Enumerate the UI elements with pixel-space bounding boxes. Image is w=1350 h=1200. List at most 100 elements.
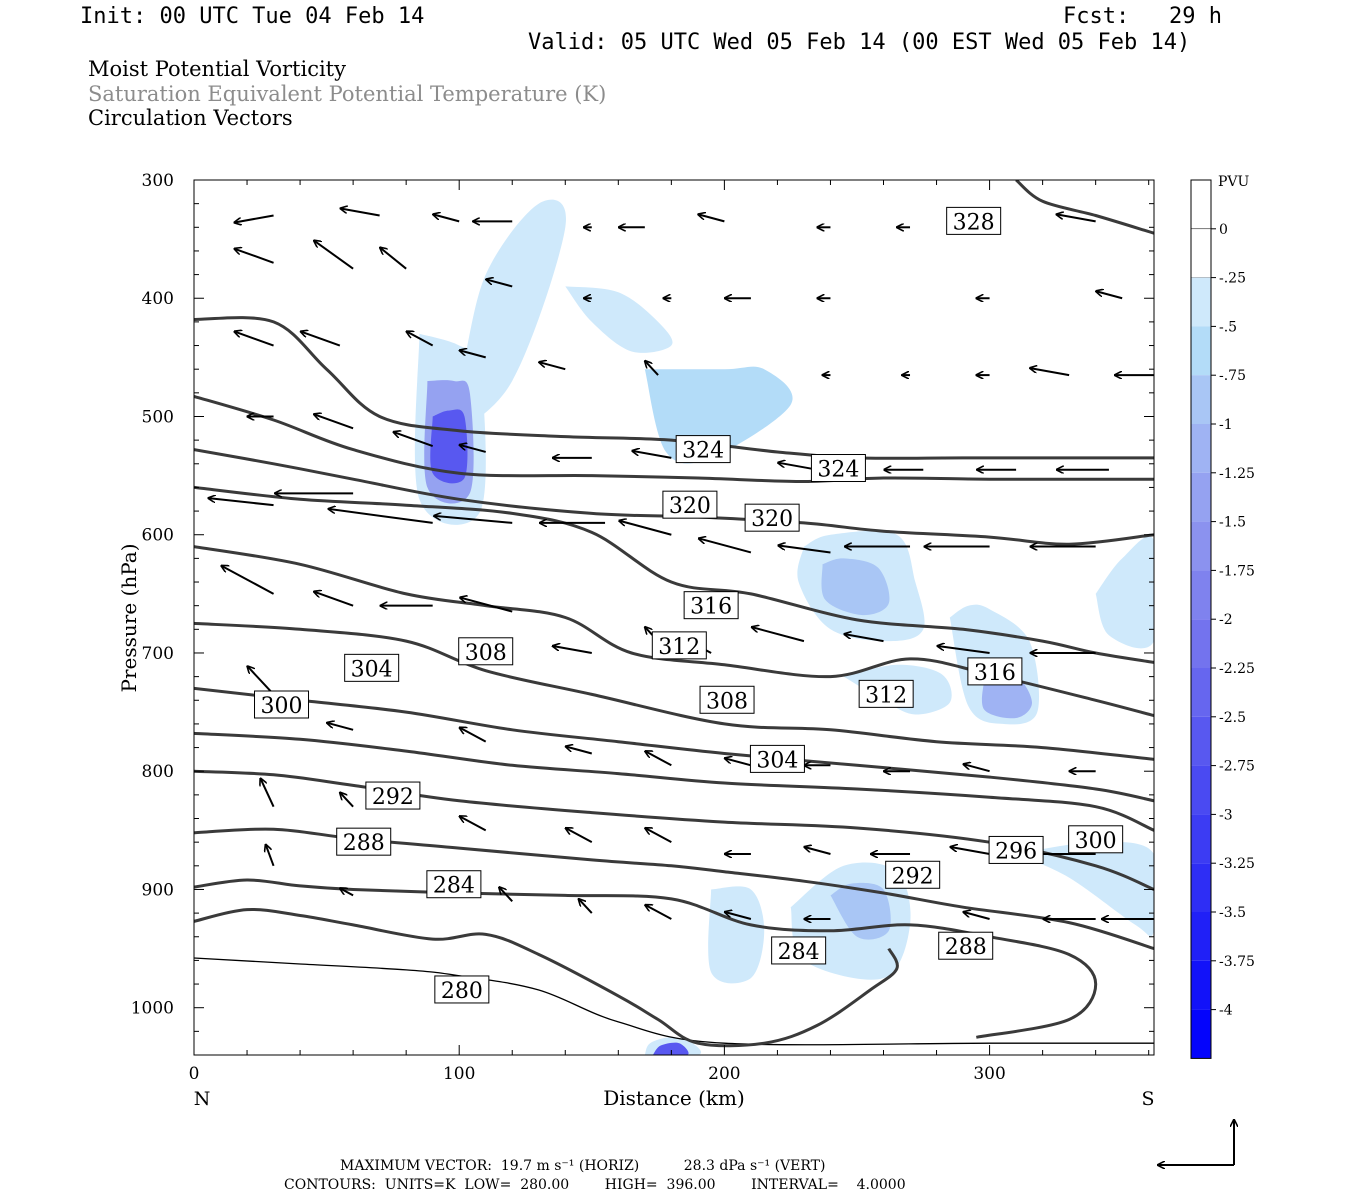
contour-line: [194, 621, 1154, 761]
contour-line: [194, 731, 1154, 832]
circulation-vector: [645, 751, 672, 767]
y-axis-title: Pressure (hPa): [117, 544, 141, 693]
circulation-vector: [486, 279, 513, 288]
colorbar-label: -.5: [1219, 319, 1237, 335]
colorbar-label: -1: [1219, 417, 1233, 433]
circulation-vector: [209, 498, 274, 507]
colorbar-swatch: [1190, 228, 1212, 278]
contour-label-box: [810, 454, 866, 483]
colorbar-label: -1.75: [1219, 563, 1255, 579]
init-time: Init: 00 UTC Tue 04 Feb 14: [80, 4, 425, 29]
y-tick-label: 400: [142, 289, 174, 309]
circulation-vector: [460, 445, 486, 453]
y-tick-label: 800: [142, 762, 174, 782]
contour-label: 320: [751, 507, 793, 532]
y-tick-label: 1000: [131, 999, 174, 1019]
contour-label: 312: [658, 635, 700, 660]
contour-label-box: [749, 744, 805, 773]
circulation-vector: [1057, 214, 1096, 223]
contour-label: 320: [669, 494, 711, 519]
contour-label: 324: [682, 439, 724, 464]
circulation-vector: [460, 816, 487, 832]
contour-label: 280: [441, 979, 483, 1004]
colorbar-swatch: [1191, 716, 1211, 766]
y-tick-label: 500: [142, 407, 174, 427]
circulation-vector: [698, 214, 725, 223]
circulation-vector: [553, 646, 592, 654]
colorbar-swatch: [1191, 912, 1211, 961]
colorbar-swatch: [1191, 424, 1211, 473]
circulation-vector: [433, 214, 460, 223]
x-axis-title: Distance (km): [603, 1086, 745, 1110]
colorbar-label: -2: [1219, 612, 1233, 628]
circulation-vector: [632, 451, 672, 459]
pv-region: [981, 675, 1032, 719]
colorbar-swatch: [1190, 179, 1212, 230]
pv-shading: [414, 199, 1154, 1055]
contour-label: 304: [756, 748, 798, 773]
colorbar-label: -2.25: [1219, 661, 1255, 677]
colorbar-swatch: [1191, 375, 1211, 424]
circulation-vector: [314, 414, 354, 430]
contour-info-note: CONTOURS: UNITS=K LOW= 280.00 HIGH= 396.…: [284, 1177, 906, 1193]
colorbar-swatch: [1191, 570, 1211, 620]
contour-label-box: [254, 690, 310, 719]
circulation-vector: [566, 828, 593, 844]
contour-line: [194, 394, 1154, 484]
circulation-vector: [266, 845, 275, 867]
circulation-vector: [725, 758, 752, 767]
circulation-vector: [778, 463, 818, 471]
contour-line: [1015, 180, 1154, 235]
contour-label-box: [651, 631, 707, 660]
contour-label: 312: [865, 683, 907, 708]
circulation-vector: [539, 362, 566, 371]
y-tick-label: 300: [142, 171, 174, 191]
colorbar-swatch: [1191, 863, 1211, 912]
pv-region: [1016, 841, 1154, 937]
pv-region: [652, 1042, 689, 1055]
circulation-vector: [1096, 291, 1123, 300]
pv-region: [821, 558, 890, 616]
contour-line: [194, 878, 1098, 1039]
contour-label: 284: [778, 940, 820, 965]
vector-scale-legend: [1158, 1120, 1234, 1165]
circulation-vector: [804, 847, 831, 855]
circulation-vector: [314, 241, 354, 270]
contour-label-box: [336, 827, 392, 856]
contour-line: [194, 485, 1154, 664]
x-right-end-label: S: [1141, 1088, 1154, 1110]
contour-label: 308: [465, 641, 507, 666]
colorbar: 0 -.25 -.5 -.75 -1 -1.25 -1.5 -1.75 -2 -2.25 -2.5 -…: [1190, 179, 1255, 1059]
colorbar-label: -3.75: [1219, 954, 1255, 970]
circulation-vector: [394, 432, 434, 447]
axes: 0 100 200 300 300 400 500 600 700 800 900 1000: [131, 171, 1154, 1084]
colorbar-label: -3.25: [1219, 856, 1255, 872]
contour-label: 288: [343, 831, 385, 856]
colorbar-label: -.75: [1219, 368, 1246, 384]
contour-label: 296: [995, 839, 1037, 864]
colorbar-swatch: [1191, 668, 1211, 717]
colorbar-swatch: [1191, 277, 1211, 327]
x-left-end-label: N: [194, 1088, 211, 1110]
circulation-vector: [645, 361, 659, 376]
colorbar-swatch: [1191, 960, 1211, 1010]
circulation-vector: [222, 566, 275, 595]
contour-label: 292: [892, 864, 934, 889]
circulation-vector: [645, 905, 672, 920]
x-tick-label: 0: [189, 1064, 200, 1084]
circulation-vector: [301, 332, 341, 347]
colorbar-swatch: [1191, 814, 1211, 864]
contour-line: [194, 957, 1154, 1046]
circulation-vector: [434, 516, 513, 524]
y-tick-label: 700: [142, 644, 174, 664]
x-tick-label: 100: [443, 1064, 475, 1084]
circulation-vector: [340, 793, 354, 808]
colorbar-swatch: [1191, 472, 1211, 522]
pv-region: [1095, 536, 1154, 649]
circulation-vector: [380, 248, 407, 270]
y-tick-label: 900: [142, 880, 174, 900]
contour-label-box: [988, 835, 1044, 864]
colorbar-label: -.25: [1219, 271, 1246, 287]
contour-label-box: [675, 435, 731, 464]
circulation-vector: [235, 214, 274, 222]
